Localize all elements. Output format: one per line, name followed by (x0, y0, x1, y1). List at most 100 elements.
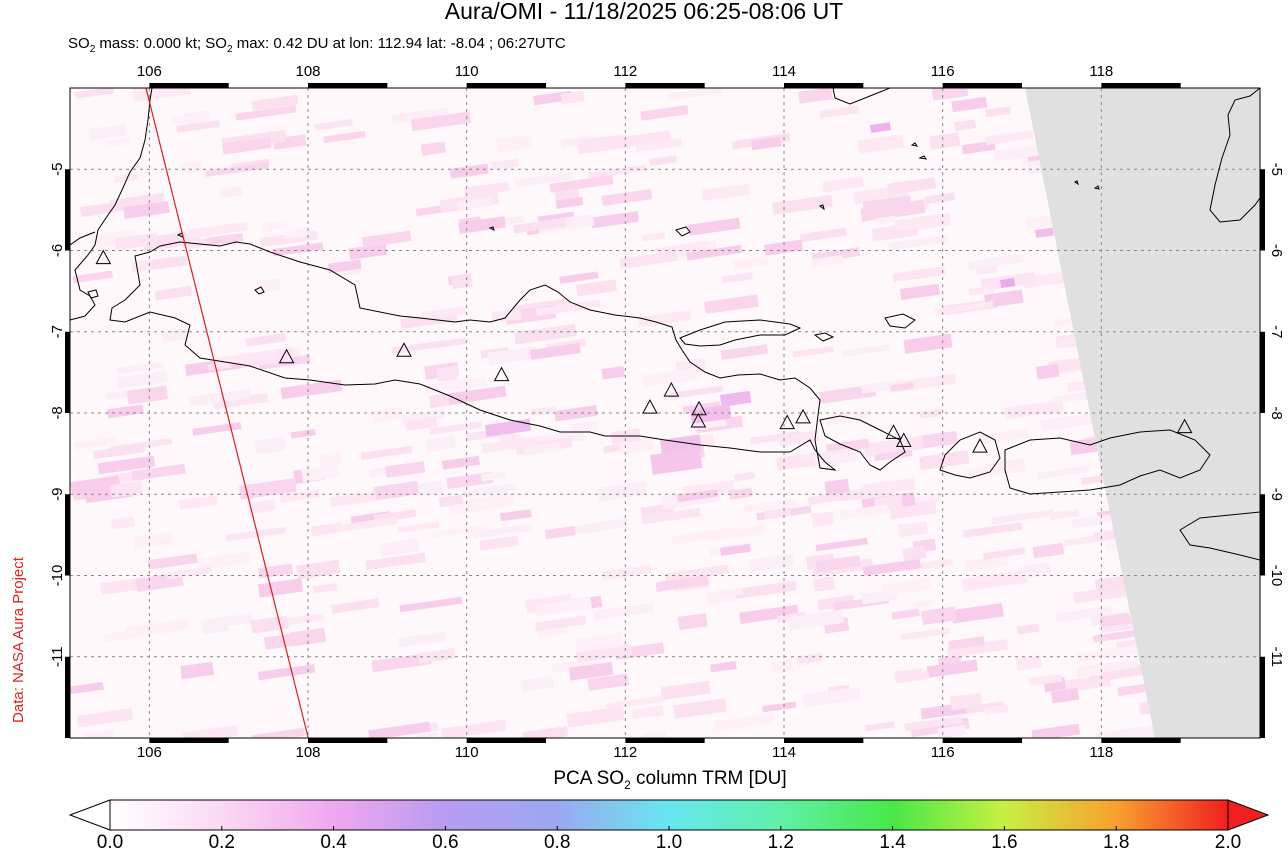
so2-pixel (283, 613, 325, 626)
lat-tick-label-left: -11 (49, 646, 66, 667)
so2-pixel (898, 520, 929, 538)
so2-pixel (888, 234, 949, 251)
lat-tick-label-left: -10 (49, 565, 66, 587)
so2-pixel (733, 580, 797, 600)
so2-pixel (162, 328, 189, 343)
coast-sumbawa (1004, 429, 1211, 495)
so2-pixel (728, 487, 753, 500)
so2-pixel (641, 730, 667, 738)
so2-pixel (544, 525, 576, 540)
so2-pixel (110, 516, 136, 530)
so2-pixel (480, 470, 506, 482)
lon-tick-label-bottom: 106 (137, 744, 162, 761)
volcano-triangle-icon (278, 348, 295, 364)
so2-pixel (951, 96, 988, 113)
so2-pixel-high (1000, 278, 1015, 288)
coastlines (70, 88, 1260, 561)
so2-pixel (83, 729, 115, 738)
frame-tick-left (65, 331, 70, 413)
colorbar-tick-label: 1.2 (767, 832, 795, 853)
so2-pixel (415, 731, 439, 738)
so2-pixel (1094, 574, 1132, 593)
so2-pixel (703, 294, 759, 314)
so2-pixel (283, 226, 311, 239)
lat-tick-label-right: -6 (1268, 244, 1285, 257)
so2-pixel (257, 563, 294, 579)
lat-tick-label-right: -5 (1268, 163, 1285, 176)
so2-pixel (441, 455, 481, 470)
so2-pixel (147, 553, 198, 570)
so2-pixel (495, 134, 533, 153)
so2-pixel (642, 232, 666, 242)
frame-tick-bottom (308, 738, 388, 743)
coast-sulawesi (1209, 88, 1260, 223)
so2-pixel (206, 232, 244, 247)
so2-pixel (114, 232, 159, 251)
so2-pixel (132, 531, 173, 550)
so2-pixel (472, 523, 533, 539)
so2-pixel (391, 107, 450, 125)
lat-tick-label-right: -9 (1268, 488, 1285, 501)
so2-pixel (819, 105, 860, 119)
frame-tick-bottom (942, 738, 1022, 743)
so2-pixel (105, 137, 131, 148)
so2-pixel (368, 721, 431, 738)
so2-pixel (903, 333, 953, 354)
grid-lines (70, 88, 1260, 738)
so2-pixel (422, 306, 467, 321)
volcano-markers (95, 249, 1193, 453)
so2-pixel (116, 361, 164, 374)
frame-tick-top (466, 83, 546, 88)
so2-pixel (126, 385, 169, 405)
so2-pixel (520, 675, 554, 693)
so2-pixel (188, 388, 251, 407)
so2-pixel (499, 509, 532, 522)
so2-pixel (891, 608, 921, 620)
so2-pixel (864, 721, 895, 732)
lon-tick-label-bottom: 114 (772, 744, 796, 761)
so2-pixel (451, 273, 473, 290)
so2-pixel (438, 494, 464, 508)
so2-pixel (314, 118, 353, 131)
frame-tick-right (1260, 494, 1265, 576)
so2-pixel (1015, 654, 1043, 671)
so2-pixel (710, 661, 737, 673)
so2-pixel (290, 429, 316, 439)
so2-pixel (312, 583, 338, 594)
colorbar-tick-label: 0.8 (543, 832, 571, 853)
frame-tick-bottom (149, 738, 229, 743)
colorbar-tick-label: 1.4 (879, 832, 906, 853)
frame-tick-bottom (1101, 738, 1181, 743)
so2-pixel (1092, 629, 1142, 643)
so2-pixel (887, 177, 937, 195)
so2-pixel (874, 215, 896, 225)
so2-pixel (660, 680, 711, 701)
so2-pixel (954, 119, 976, 131)
coast-kalimantan (832, 88, 891, 105)
so2-pixel (977, 428, 1029, 445)
lat-tick-label-left: -9 (49, 488, 66, 501)
so2-pixel (707, 525, 766, 542)
so2-pixel (860, 200, 926, 222)
so2-pixel (590, 211, 639, 229)
so2-pixel (551, 658, 598, 674)
frame-tick-left (65, 169, 70, 251)
so2-pixel (743, 498, 797, 513)
so2-pixel (425, 376, 488, 394)
so2-pixel (524, 442, 561, 456)
so2-pixel (677, 613, 708, 631)
so2-pixel (668, 385, 724, 400)
so2-pixel (732, 256, 769, 270)
so2-pixel (1049, 508, 1080, 521)
so2-pixel (748, 553, 795, 572)
so2-pixel (310, 522, 343, 537)
so2-pixel (171, 112, 208, 126)
lat-tick-label-right: -7 (1268, 325, 1285, 338)
so2-pixel (555, 196, 584, 209)
so2-pixel (73, 436, 117, 450)
frame-tick-right (1260, 331, 1265, 413)
so2-pixel (348, 243, 388, 260)
so2-pixel (739, 604, 799, 625)
so2-pixel (487, 346, 539, 366)
volcano-triangle-icon (396, 342, 412, 357)
